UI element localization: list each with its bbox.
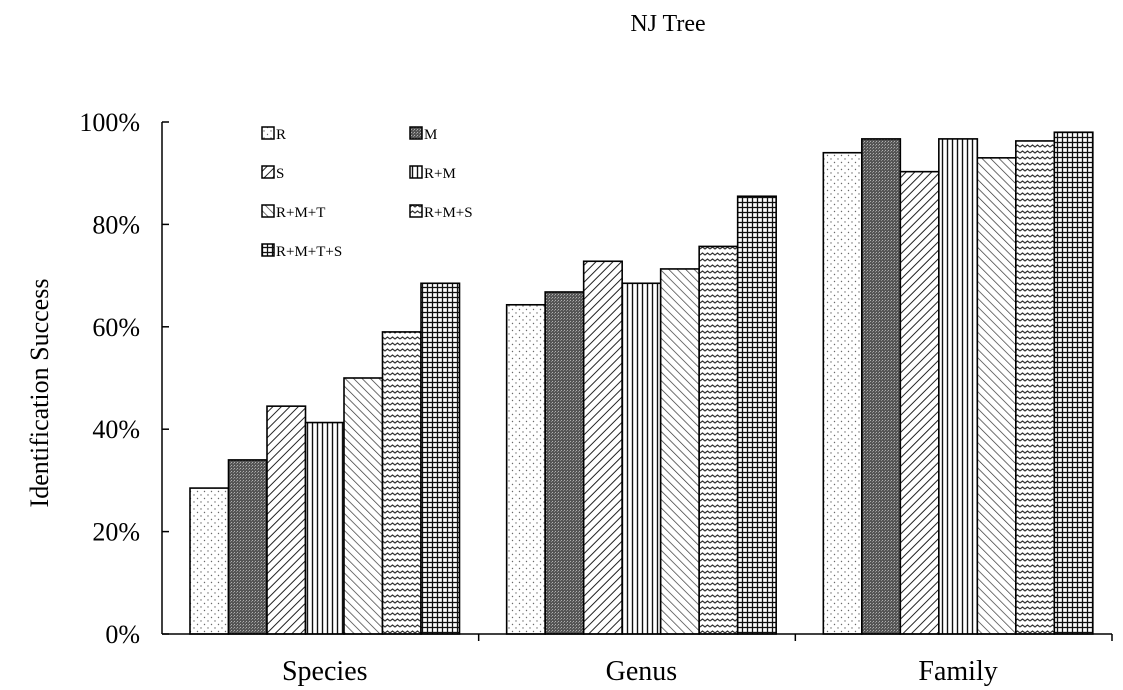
bar-r-m-t-species xyxy=(343,377,384,635)
legend-swatch xyxy=(261,243,275,257)
x-tick-label: Genus xyxy=(606,656,678,687)
legend-swatch xyxy=(261,204,275,218)
bar-r-m-t-genus xyxy=(659,268,700,635)
bar-r-species xyxy=(189,487,230,635)
legend: R M S R+M R+M+T R+M+S R+M+T+S xyxy=(261,126,473,260)
bar-r-m-t-s-species xyxy=(420,282,461,635)
bar-s-genus xyxy=(582,260,623,635)
y-tick-label: 40% xyxy=(92,415,140,444)
bar-r-m-t-s-family xyxy=(1053,131,1094,635)
bar-r-family xyxy=(822,151,863,635)
bar-r-m-t-family xyxy=(976,157,1017,635)
bar-s-family xyxy=(899,170,940,635)
legend-swatch xyxy=(409,126,423,140)
bar-s-species xyxy=(266,405,307,635)
y-axis-ticks: 0% 20% 40% 60% 80% 100% xyxy=(79,108,169,649)
legend-swatch xyxy=(261,165,275,179)
legend-swatch xyxy=(409,165,423,179)
x-tick-label: Family xyxy=(918,656,997,687)
chart-title: NJ Tree xyxy=(630,11,705,37)
bar-r-genus xyxy=(505,303,546,635)
y-tick-label: 100% xyxy=(79,108,140,137)
legend-label: R+M+T xyxy=(276,205,325,221)
y-tick-label: 20% xyxy=(92,518,140,547)
y-axis-label: Identification Success xyxy=(25,279,54,508)
bar-m-family xyxy=(861,138,902,635)
legend-label: S xyxy=(276,166,284,182)
legend-label: R+M+S xyxy=(424,205,473,221)
bar-m-genus xyxy=(544,291,585,635)
bar-r-m-t-s-genus xyxy=(736,195,777,635)
legend-swatch xyxy=(409,204,423,218)
legend-label: R+M xyxy=(424,166,456,182)
bar-r-m-family xyxy=(938,138,979,635)
bar-r-m-species xyxy=(304,421,345,635)
bar-r-m-s-family xyxy=(1015,140,1056,635)
legend-label: R xyxy=(276,127,286,143)
bar-r-m-s-genus xyxy=(698,245,739,635)
bar-m-species xyxy=(227,459,268,635)
legend-label: M xyxy=(424,127,437,143)
y-tick-label: 60% xyxy=(92,313,140,342)
x-axis-labels: Species Genus Family xyxy=(282,634,1113,687)
legend-swatch xyxy=(261,126,275,140)
bar-r-m-s-species xyxy=(381,331,422,635)
x-tick-label: Species xyxy=(282,656,368,687)
bar-group xyxy=(189,131,1094,635)
legend-label: R+M+T+S xyxy=(276,244,342,260)
y-tick-label: 80% xyxy=(92,210,140,239)
bar-r-m-genus xyxy=(621,282,662,635)
y-tick-label: 0% xyxy=(105,620,140,649)
